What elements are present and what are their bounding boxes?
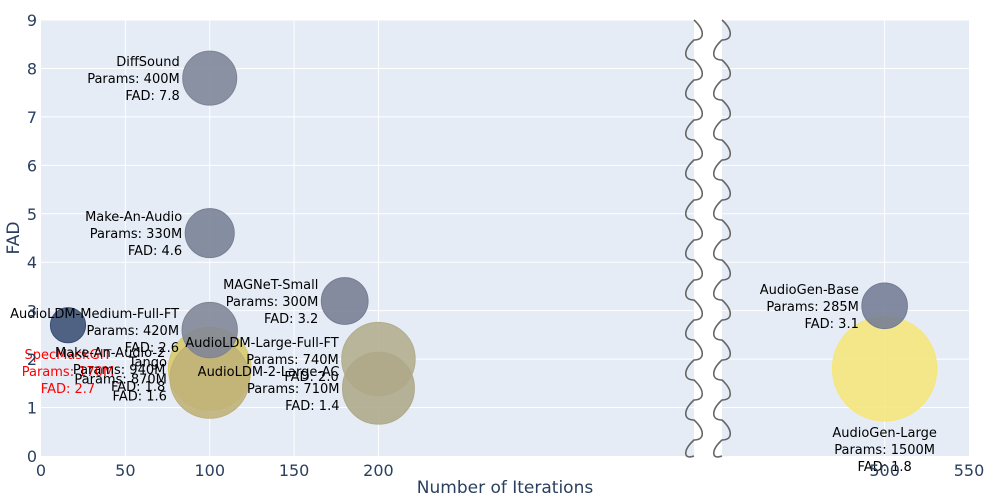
data-label-line: AudioGen-Large bbox=[832, 426, 937, 441]
data-label-line: Make-An-Audio bbox=[85, 210, 182, 225]
data-label-line: Params: 740M bbox=[246, 353, 339, 368]
data-label: AudioLDM-Large-Full-FT Params: 740M FAD: 2… bbox=[185, 336, 339, 385]
x-tick-label: 0 bbox=[36, 461, 46, 480]
data-label-line: Params: 1500M bbox=[834, 443, 935, 458]
data-label-line: Tango bbox=[128, 355, 167, 370]
axis-break bbox=[684, 19, 732, 458]
data-label-line: MAGNeT-Small bbox=[223, 278, 318, 293]
data-label-line: AudioGen-Base bbox=[760, 283, 859, 298]
axis-break-left-wave bbox=[684, 19, 704, 458]
data-label-line: Params: 300M bbox=[226, 295, 319, 310]
y-tick-label: 0 bbox=[27, 447, 37, 466]
data-label-line: Params: 420M bbox=[87, 324, 180, 339]
y-tick-label: 7 bbox=[27, 108, 37, 127]
y-tick-label: 8 bbox=[27, 59, 37, 78]
data-label-line: AudioLDM-2-Large-AC bbox=[198, 365, 340, 380]
data-label-line: FAD: 2.7 bbox=[41, 382, 95, 397]
bubble-audioldm-2-large-ac bbox=[341, 351, 415, 425]
data-label-line: FAD: 1.8 bbox=[857, 460, 911, 475]
data-labels: SpecMaskGIT Params: 170M FAD: 2.7 DiffSound… bbox=[10, 55, 937, 475]
data-label-line: FAD: 3.1 bbox=[804, 317, 858, 332]
data-label-line: DiffSound bbox=[116, 55, 180, 70]
bubble-specmaskgit bbox=[49, 307, 87, 344]
axis-break-right-wave bbox=[712, 19, 732, 458]
data-label-line: FAD: 2.0 bbox=[284, 370, 338, 385]
data-label-line: Params: 710M bbox=[247, 382, 340, 397]
x-tick-label: 550 bbox=[954, 461, 985, 480]
data-label-line: Params: 870M bbox=[74, 372, 167, 387]
y-tick-label: 5 bbox=[27, 205, 37, 224]
data-label: SpecMaskGIT Params: 170M FAD: 2.7 bbox=[22, 348, 115, 397]
x-tick-label: 500 bbox=[869, 461, 900, 480]
bubble-audioldm-medium-full-ft bbox=[181, 301, 238, 359]
data-label: DiffSound Params: 400M FAD: 7.8 bbox=[87, 55, 180, 104]
y-tick-labels: 0 1 2 3 4 5 6 7 8 9 bbox=[27, 11, 37, 466]
bubble-make-an-audio bbox=[184, 208, 235, 259]
y-tick-label: 1 bbox=[27, 399, 37, 418]
data-label: AudioLDM-Medium-Full-FT Params: 420M FAD: … bbox=[10, 307, 179, 356]
bubble-magnet-small bbox=[320, 277, 369, 325]
data-label-line: Make-An-Audio-2 bbox=[55, 346, 165, 361]
x-axis-title: Number of Iterations bbox=[417, 478, 594, 498]
bubble-audiogen-large bbox=[831, 316, 938, 422]
data-label: Make-An-Audio-2 Params: 940M FAD: 1.8 bbox=[55, 346, 165, 395]
data-label-line: FAD: 1.4 bbox=[285, 399, 339, 414]
data-label: Tango Params: 870M FAD: 1.6 bbox=[74, 355, 167, 404]
data-label: AudioGen-Large Params: 1500M FAD: 1.8 bbox=[832, 426, 937, 475]
data-label-line: FAD: 4.6 bbox=[128, 244, 182, 259]
y-tick-label: 6 bbox=[27, 156, 37, 175]
data-label-line: FAD: 3.2 bbox=[264, 312, 318, 327]
data-label-line: Params: 940M bbox=[73, 363, 166, 378]
y-tick-label: 4 bbox=[27, 253, 37, 272]
data-label-line: FAD: 7.8 bbox=[125, 89, 179, 104]
data-label-line: AudioLDM-Medium-Full-FT bbox=[10, 307, 179, 322]
data-label-line: Params: 170M bbox=[22, 365, 115, 380]
x-tick-label: 100 bbox=[194, 461, 225, 480]
data-label-line: Params: 400M bbox=[87, 72, 180, 87]
x-tick-label: 200 bbox=[363, 461, 394, 480]
y-axis-title: FAD bbox=[4, 222, 24, 255]
x-tick-label: 150 bbox=[279, 461, 310, 480]
data-label: MAGNeT-Small Params: 300M FAD: 3.2 bbox=[223, 278, 318, 327]
data-label-line: FAD: 1.6 bbox=[113, 389, 167, 404]
bubble-audiogen-base bbox=[861, 282, 908, 330]
data-label-line: FAD: 2.6 bbox=[125, 341, 179, 356]
y-tick-label: 2 bbox=[27, 350, 37, 369]
data-label: Make-An-Audio Params: 330M FAD: 4.6 bbox=[85, 210, 182, 259]
data-label-line: Params: 285M bbox=[766, 300, 859, 315]
x-tick-label: 50 bbox=[115, 461, 135, 480]
y-tick-label: 9 bbox=[27, 11, 37, 30]
bubble-diffsound bbox=[182, 50, 238, 106]
data-points bbox=[49, 50, 938, 425]
data-label-line: SpecMaskGIT bbox=[25, 348, 112, 363]
data-label-line: AudioLDM-Large-Full-FT bbox=[185, 336, 339, 351]
y-tick-label: 3 bbox=[27, 302, 37, 321]
data-label: AudioGen-Base Params: 285M FAD: 3.1 bbox=[760, 283, 859, 332]
data-label-line: FAD: 1.8 bbox=[111, 380, 165, 395]
x-tick-labels: 0 50 100 150 200 500 550 bbox=[36, 461, 984, 480]
axis-break-band bbox=[694, 20, 722, 456]
data-label-line: Params: 330M bbox=[90, 227, 183, 242]
data-label: AudioLDM-2-Large-AC Params: 710M FAD: 1.4 bbox=[198, 365, 340, 414]
